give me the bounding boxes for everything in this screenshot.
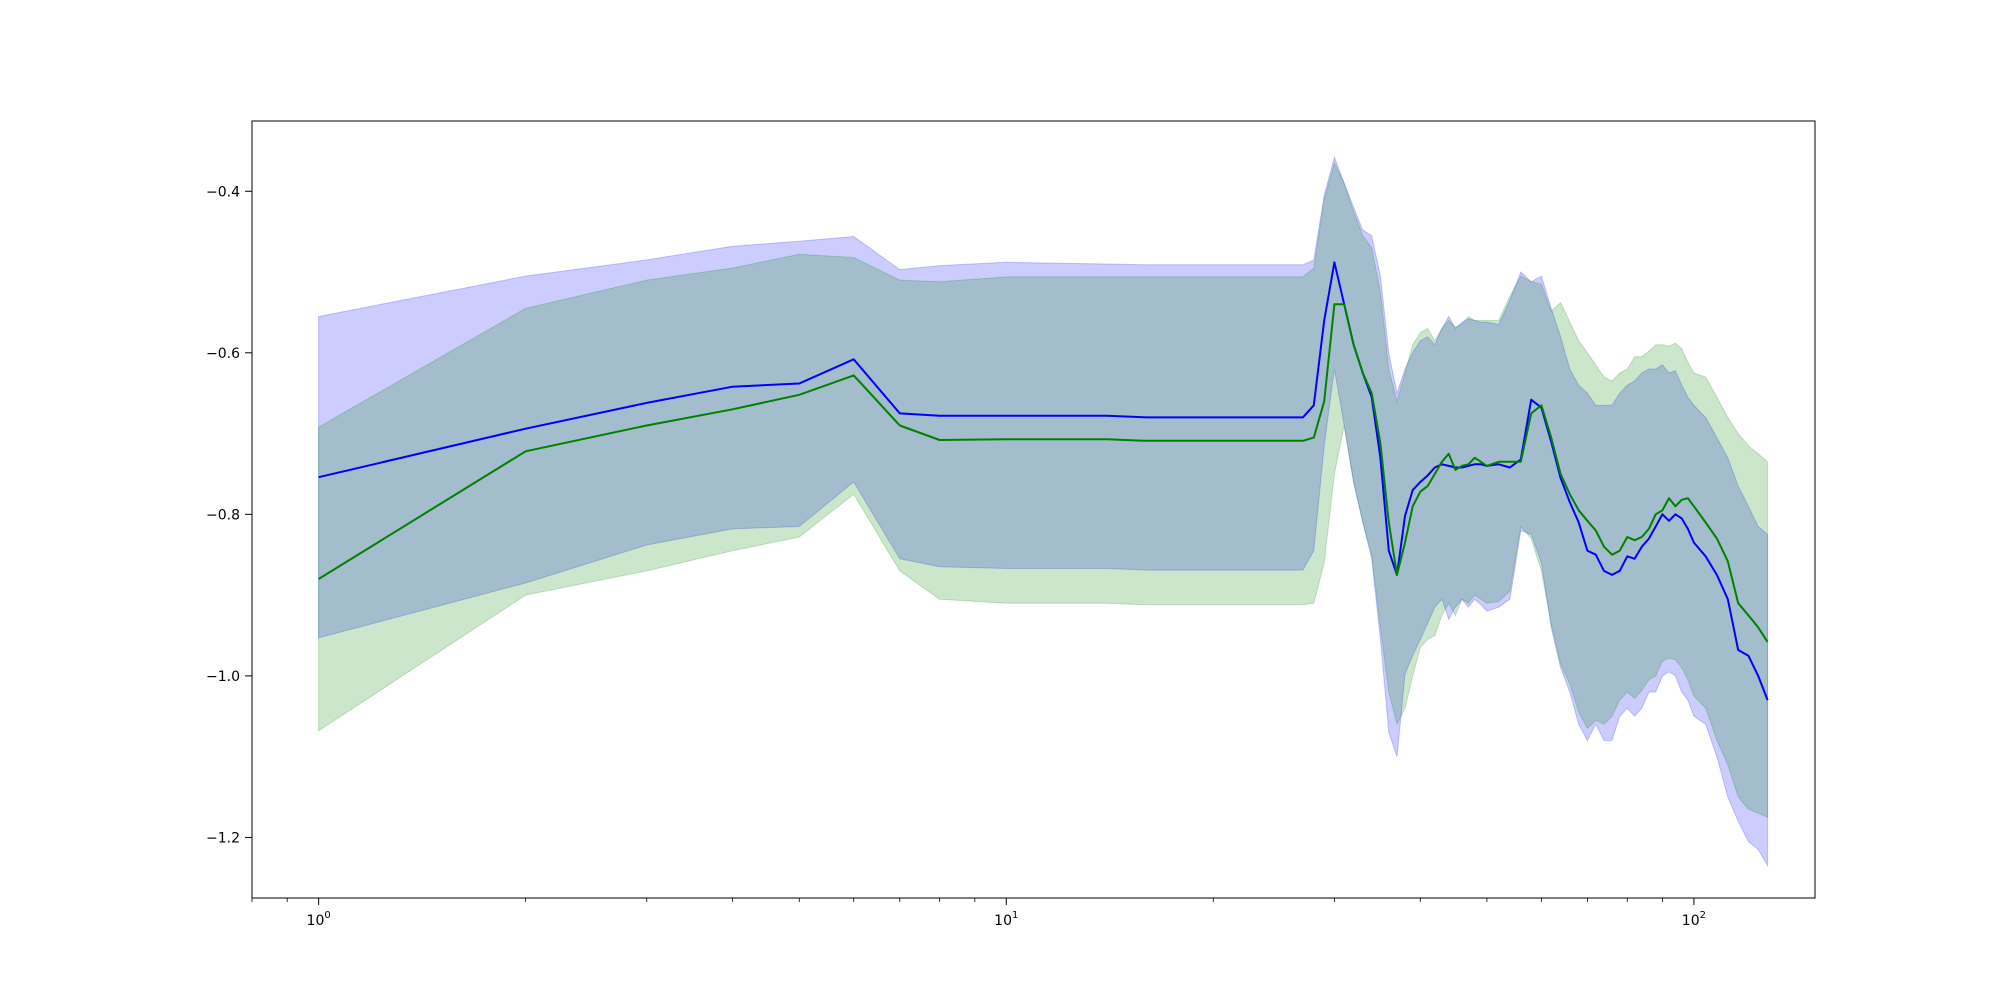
band-series-1 bbox=[318, 155, 1769, 868]
y-tick-label: −0.8 bbox=[206, 507, 240, 523]
y-tick-label: −1.2 bbox=[206, 830, 240, 846]
x-tick-label: 102 bbox=[1682, 910, 1706, 929]
confidence-bands bbox=[318, 155, 1769, 868]
x-tick-label: 101 bbox=[994, 910, 1018, 929]
plot-frame bbox=[251, 120, 1816, 899]
line-series-1 bbox=[318, 261, 1769, 701]
series-lines bbox=[318, 261, 1769, 701]
y-tick-label: −0.6 bbox=[206, 346, 240, 362]
y-tick-label: −0.4 bbox=[206, 184, 240, 200]
x-tick-label: 100 bbox=[307, 910, 331, 929]
band-series-2 bbox=[318, 161, 1769, 818]
x-axis: 100 101 102 bbox=[251, 898, 1706, 929]
y-tick-label: −1.0 bbox=[206, 669, 240, 685]
y-axis: −0.4 −0.6 −0.8 −1.0 −1.2 bbox=[206, 184, 252, 846]
line-series-2 bbox=[318, 303, 1769, 643]
